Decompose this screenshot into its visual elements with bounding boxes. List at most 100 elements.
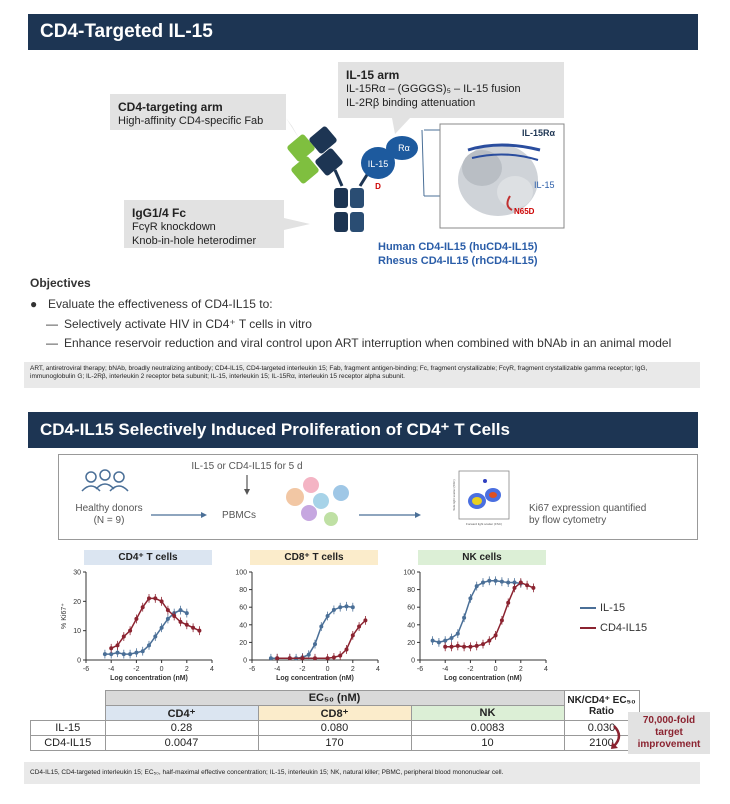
table-row: IL-15 0.28 0.080 0.0083 0.030 [30, 720, 640, 736]
data-point [109, 652, 114, 657]
data-point [468, 596, 473, 601]
flow-x-label: Forward light scatter (FSC) [466, 522, 502, 526]
data-point [153, 596, 158, 601]
data-point [443, 638, 448, 643]
data-point [357, 624, 362, 629]
data-point [531, 585, 536, 590]
data-point [430, 638, 435, 643]
x-tick-label: -4 [108, 666, 114, 673]
y-tick-label: 0 [243, 658, 247, 665]
data-point [525, 583, 530, 588]
x-tick-label: 2 [351, 666, 355, 673]
data-point [197, 628, 202, 633]
il15-arm-line1: IL-15Rα – (GGGGS)₅ – IL-15 fusion [346, 83, 521, 95]
y-tick-label: 80 [407, 587, 415, 594]
data-point [338, 653, 343, 658]
data-point [344, 604, 349, 609]
abbreviations-box: ART, antiretroviral therapy; bNAb, broad… [24, 362, 700, 388]
data-point [487, 578, 492, 583]
data-point [474, 584, 479, 589]
readout-label: Ki67 expression quantified by flow cytom… [529, 503, 646, 527]
data-point [172, 614, 177, 618]
data-point [455, 643, 460, 648]
cd4-arm-line1: High-affinity CD4-specific Fab [118, 115, 264, 127]
objective-sub1-text: Selectively activate HIV in CD4⁺ T cells… [64, 317, 312, 331]
workflow-graphics: Side light scatter (SSC) Forward light s… [81, 469, 510, 526]
data-point [338, 605, 343, 610]
x-axis-label: Log concentration (nM) [110, 675, 188, 682]
legend-cd4il15: CD4-IL15 [580, 618, 647, 638]
construct-names: Human CD4-IL15 (huCD4-IL15) Rhesus CD4-I… [378, 240, 538, 268]
data-point [287, 656, 292, 661]
y-tick-label: 60 [239, 605, 247, 612]
chart2-title: CD8⁺ T cells [250, 550, 378, 565]
y-tick-label: 20 [73, 599, 81, 606]
data-point [147, 643, 151, 648]
human-construct-name: Human CD4-IL15 (huCD4-IL15) [378, 241, 538, 253]
workflow-box: Side light scatter (SSC) Forward light s… [58, 454, 698, 540]
il15-arm-line2: IL-2Rβ binding attenuation [346, 97, 476, 109]
x-tick-label: 0 [494, 666, 498, 673]
objective-sub1: — Selectively activate HIV in CD4⁺ T cell… [46, 317, 312, 331]
data-point [128, 652, 133, 657]
data-point [474, 643, 479, 648]
x-tick-label: -2 [133, 666, 139, 673]
data-point [331, 655, 336, 660]
il15-arm-heading: IL-15 arm [346, 68, 400, 82]
ec50-table: EC₅₀ (nM) NK/CD4⁺ EC₅₀ Ratio CD4⁺ CD8⁺ N… [30, 690, 640, 751]
row-name: CD4-IL15 [30, 735, 106, 751]
cd4-arm-heading: CD4-targeting arm [118, 100, 223, 114]
section1-title: CD4-Targeted IL-15 [28, 14, 698, 50]
data-point [506, 580, 511, 585]
fc-line1: FcγR knockdown [132, 221, 216, 233]
x-tick-label: 2 [185, 666, 189, 673]
y-tick-label: 30 [73, 570, 81, 577]
section2-title: CD4-IL15 Selectively Induced Proliferati… [28, 412, 698, 448]
cd4-arm-callout: CD4-targeting arm High-affinity CD4-spec… [110, 94, 286, 130]
data-point [449, 644, 454, 649]
data-point [159, 599, 164, 604]
data-point [121, 652, 126, 657]
data-point [481, 642, 485, 647]
legend-il15-text: IL-15 [600, 602, 626, 614]
data-point [165, 608, 170, 613]
improvement-callout: 70,000-fold target improvement [628, 712, 710, 754]
data-point [487, 638, 492, 643]
data-point [512, 585, 517, 590]
col-cd8: CD8⁺ [257, 705, 412, 721]
data-point [506, 600, 511, 605]
y-tick-label: 100 [403, 570, 415, 577]
series-line-0 [270, 605, 353, 659]
cell-cd4: 0.0047 [104, 735, 259, 751]
row-name: IL-15 [30, 720, 106, 736]
data-point [493, 578, 498, 583]
data-point [313, 656, 317, 661]
cells-icon [286, 477, 349, 526]
data-point [109, 646, 114, 651]
readout-line1: Ki67 expression quantified [529, 503, 647, 514]
data-point [121, 634, 126, 639]
data-point [499, 618, 504, 623]
objective-sub2-text: Enhance reservoir reduction and viral co… [64, 336, 672, 350]
data-point [306, 652, 311, 657]
people-icon [81, 469, 129, 492]
y-tick-label: 20 [239, 640, 247, 647]
data-point [300, 656, 305, 661]
objective-sub2: — Enhance reservoir reduction and viral c… [46, 336, 672, 350]
cell-nk: 10 [410, 735, 565, 751]
donors-n-text: (N = 9) [93, 515, 125, 526]
struct-n65d-label: N65D [514, 207, 535, 216]
flow-y-label: Side light scatter (SSC) [452, 479, 456, 510]
data-point [134, 616, 139, 621]
y-tick-label: 80 [239, 587, 247, 594]
cell-nk: 0.0083 [410, 720, 565, 736]
data-point [455, 631, 460, 636]
treatment-label: IL-15 or CD4-IL15 for 5 d [191, 461, 303, 472]
data-point [184, 611, 189, 616]
data-point [436, 640, 441, 645]
pbmcs-label: PBMCs [222, 510, 256, 521]
x-tick-label: 0 [160, 666, 164, 673]
improvement-arrow-icon [611, 725, 621, 749]
data-point [319, 624, 324, 629]
data-point [468, 644, 473, 649]
